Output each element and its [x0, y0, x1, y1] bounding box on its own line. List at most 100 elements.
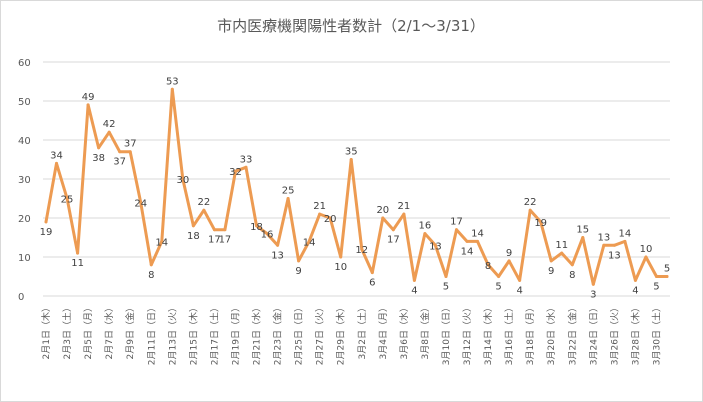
data-label: 14	[155, 237, 168, 248]
x-tick-label: 3月6日（水）	[398, 303, 410, 359]
data-point	[528, 208, 532, 212]
data-point	[265, 232, 269, 236]
x-tick-label: 3月26日（火）	[609, 303, 620, 365]
data-label: 19	[534, 218, 547, 229]
data-label: 20	[376, 205, 389, 216]
data-point	[476, 239, 480, 243]
data-label: 16	[261, 230, 274, 241]
data-point	[391, 228, 395, 232]
data-point	[44, 220, 48, 224]
data-label: 17	[219, 235, 232, 246]
x-tick-label: 2月25日（日）	[294, 303, 305, 365]
x-tick-label: 3月4日（月）	[378, 303, 389, 359]
data-label: 9	[295, 266, 301, 277]
data-label: 21	[397, 201, 410, 212]
x-tick-label: 3月22日（金）	[566, 303, 578, 365]
x-tick-label: 3月16日（土）	[503, 303, 515, 365]
x-tick-label: 2月17日（土）	[208, 303, 220, 365]
data-point	[128, 150, 132, 154]
data-label: 18	[250, 222, 263, 233]
data-point	[286, 197, 290, 200]
data-label: 14	[461, 246, 474, 257]
data-point	[360, 247, 364, 251]
data-label: 18	[187, 231, 200, 242]
data-label: 17	[450, 217, 463, 228]
data-label: 3	[590, 289, 596, 300]
data-point	[623, 239, 627, 243]
data-point	[276, 243, 280, 247]
data-label: 13	[429, 241, 442, 252]
data-point	[97, 146, 101, 150]
y-tick-label: 20	[18, 214, 31, 225]
data-label: 13	[608, 250, 621, 261]
data-point	[665, 275, 669, 278]
data-label: 9	[548, 266, 554, 277]
data-label: 16	[419, 221, 432, 232]
x-tick-label: 2月19日（月）	[230, 303, 241, 365]
data-label: 35	[345, 147, 358, 158]
data-point	[233, 169, 237, 173]
x-tick-label: 2月3日（土）	[61, 303, 73, 359]
y-tick-label: 50	[18, 97, 31, 108]
data-label: 4	[411, 285, 417, 296]
x-tick-label: 3月30日（土）	[650, 303, 662, 365]
data-point	[55, 161, 59, 165]
data-label: 42	[103, 119, 116, 130]
data-point	[423, 232, 427, 236]
data-point	[381, 216, 385, 220]
data-label: 17	[208, 235, 221, 246]
x-tick-label: 2月23日（金）	[272, 303, 284, 365]
data-label: 11	[71, 258, 84, 269]
data-label: 32	[229, 167, 242, 178]
data-label: 10	[334, 262, 347, 273]
x-tick-label: 3月20日（水）	[545, 303, 557, 365]
x-tick-label: 3月8日（金）	[419, 303, 431, 359]
data-label: 11	[555, 240, 568, 251]
x-tick-label: 2月5日（月）	[83, 303, 94, 359]
data-label: 8	[148, 270, 154, 281]
x-tick-label: 3月12日（火）	[462, 303, 473, 365]
data-point	[486, 263, 490, 267]
data-point	[349, 158, 353, 161]
data-point	[465, 239, 469, 243]
data-label: 4	[516, 285, 522, 296]
data-label: 37	[113, 157, 126, 168]
data-point	[307, 239, 311, 243]
x-tick-label: 3月28日（木）	[629, 303, 641, 365]
x-tick-label: 3月2日（土）	[356, 303, 368, 359]
data-point	[223, 228, 227, 232]
data-point	[202, 208, 206, 212]
x-tick-label: 2月13日（火）	[167, 303, 178, 365]
data-label: 25	[61, 195, 74, 206]
data-label: 5	[664, 264, 670, 275]
data-point	[444, 275, 448, 278]
y-axis-ticks: 0 10 20 30 40 50 60	[18, 58, 31, 303]
data-point	[433, 243, 437, 247]
data-point	[318, 212, 322, 216]
x-tick-label: 2月1日（木）	[40, 303, 52, 359]
data-label: 5	[653, 282, 659, 293]
series-line-path	[44, 87, 669, 286]
data-point	[612, 243, 616, 247]
data-label: 6	[369, 278, 375, 289]
data-label: 37	[124, 139, 137, 150]
data-point	[212, 228, 216, 232]
data-label: 8	[485, 261, 491, 272]
series-line	[44, 87, 669, 286]
data-label: 34	[50, 150, 63, 161]
data-point	[539, 220, 543, 224]
data-point	[644, 255, 648, 259]
x-tick-label: 2月9日（金）	[124, 303, 136, 359]
data-point	[170, 87, 174, 91]
x-tick-label: 3月24日（日）	[588, 303, 599, 365]
x-tick-label: 2月21日（水）	[251, 303, 263, 365]
data-label: 22	[198, 197, 211, 208]
data-label: 53	[166, 76, 179, 87]
data-point	[581, 236, 585, 239]
data-label: 21	[313, 201, 326, 212]
data-point	[244, 165, 248, 169]
data-point	[160, 239, 164, 243]
data-point	[107, 130, 111, 134]
data-label: 5	[495, 282, 501, 293]
data-point	[602, 243, 606, 247]
